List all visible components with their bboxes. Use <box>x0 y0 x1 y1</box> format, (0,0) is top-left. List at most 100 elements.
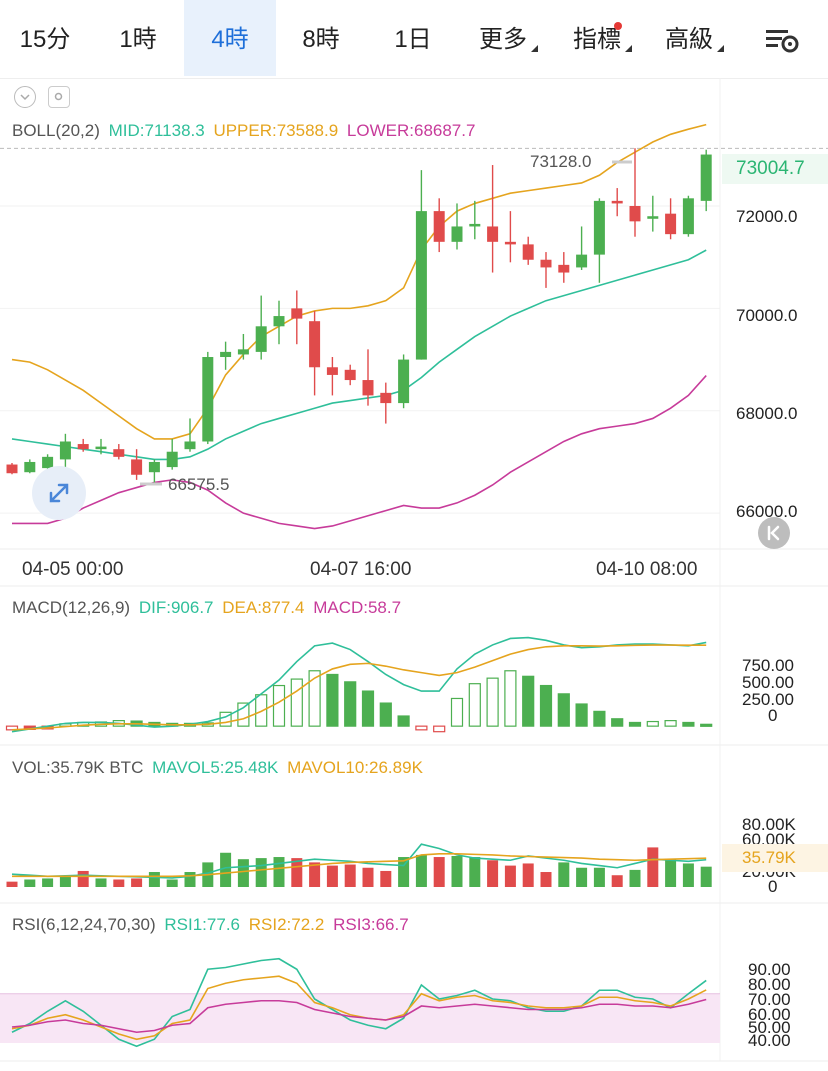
rsi2-line <box>11 975 707 1041</box>
boll-mid: MID:71138.3 <box>108 121 205 140</box>
candle-body <box>309 321 321 368</box>
candle-body <box>540 259 552 268</box>
rsi-y-tick: 70.00 <box>748 990 791 1009</box>
macd-dif: DIF:906.7 <box>138 598 214 617</box>
tab-label: 更多 <box>479 26 527 53</box>
macd-hist-bar <box>237 702 250 727</box>
macd-hist-bar <box>539 684 553 727</box>
candle-body <box>433 211 445 242</box>
candle-body <box>522 244 534 260</box>
scroll-to-latest-button[interactable] <box>758 517 790 549</box>
dropdown-triangle-icon <box>531 45 538 52</box>
candle-body <box>611 200 623 204</box>
macd-hist-bar <box>646 720 659 727</box>
macd-hist-bar <box>326 673 339 727</box>
fullscreen-button[interactable] <box>32 466 86 520</box>
tab-label: 高級 <box>665 26 713 53</box>
candle-body <box>576 254 588 268</box>
volume-bar <box>522 863 534 887</box>
x-tick-label: 04-07 16:00 <box>310 559 412 580</box>
volume-bar <box>629 869 641 887</box>
vol-name: VOL:35.79K BTC <box>12 758 144 777</box>
macd-hist-bar <box>557 693 570 727</box>
y-tick-label: 66000.0 <box>736 502 798 521</box>
volume-bar <box>362 867 374 887</box>
volume-bar <box>647 847 659 887</box>
rsi2-value: RSI2:72.2 <box>248 915 325 934</box>
volume-bar <box>326 865 338 887</box>
y-tick-label: 70000.0 <box>736 306 798 325</box>
volume-bar <box>291 858 303 887</box>
volume-bar <box>487 860 499 887</box>
macd-hist-bar <box>575 703 588 727</box>
volume-bar <box>611 875 623 887</box>
candle-body <box>415 211 427 360</box>
tab-label: 8時 <box>302 26 340 53</box>
y-tick-label: 72000.0 <box>736 207 798 226</box>
candle-body <box>682 198 694 235</box>
volume-bar <box>576 867 588 887</box>
tab-label: 指標 <box>573 26 621 53</box>
volume-bar <box>451 855 463 887</box>
volume-bar <box>682 863 694 887</box>
macd-hist-bar <box>486 677 499 727</box>
candle-body <box>42 456 54 469</box>
boll-upper-line <box>11 123 707 440</box>
candle-body <box>326 367 338 375</box>
macd-hist-bar <box>272 684 286 727</box>
current-price-tag: 73004.7 <box>722 154 828 184</box>
mavol10-line <box>12 853 707 878</box>
macd-hist-bar <box>611 718 624 727</box>
candle-body <box>398 359 410 404</box>
macd-value: MACD:58.7 <box>313 598 402 617</box>
boll-upper: UPPER:73588.9 <box>213 121 339 140</box>
candle-body <box>184 441 196 450</box>
volume-bar <box>433 857 445 887</box>
chart-settings-button[interactable] <box>760 20 804 60</box>
tab-4h[interactable]: 4時 <box>184 0 276 76</box>
candle-body <box>220 351 232 358</box>
tab-more[interactable]: 更多 <box>462 0 544 76</box>
boll-mid-line <box>11 249 707 461</box>
candle-body <box>469 223 481 227</box>
boll-lower: LOWER:68687.7 <box>346 121 476 140</box>
indicator-settings-icon[interactable] <box>48 86 70 108</box>
x-tick-label: 04-10 08:00 <box>596 559 698 580</box>
macd-hist-bar <box>450 697 464 727</box>
double-chevron-left-icon <box>767 525 780 541</box>
candle-body <box>665 213 677 235</box>
macd-hist-bar <box>344 681 357 727</box>
rsi3-value: RSI3:66.7 <box>333 915 409 934</box>
collapse-icon[interactable] <box>14 86 36 108</box>
volume-bar <box>24 879 36 887</box>
tab-label: 15分 <box>19 26 71 53</box>
tab-15m[interactable]: 15分 <box>0 0 90 76</box>
volume-bar <box>665 859 677 887</box>
macd-hist-bar <box>468 683 481 727</box>
rsi-y-tick: 40.00 <box>748 1031 791 1050</box>
tab-indicators[interactable]: 指標 <box>556 0 638 76</box>
volume-bar <box>415 854 427 887</box>
volume-bar <box>309 862 321 887</box>
macd-y-tick: 500.00 <box>742 673 794 692</box>
tab-advanced[interactable]: 高級 <box>648 0 730 76</box>
tab-1d[interactable]: 1日 <box>368 0 458 76</box>
candle-body <box>59 441 71 460</box>
macd-hist-bar <box>255 694 268 727</box>
macd-hist-bar <box>504 670 517 727</box>
tab-label: 1時 <box>119 26 157 53</box>
chart-settings-icon <box>766 30 799 53</box>
vol-mavol10: MAVOL10:26.89K <box>287 758 423 777</box>
tab-8h[interactable]: 8時 <box>276 0 366 76</box>
macd-hist-bar <box>593 710 606 727</box>
candle-body <box>344 369 356 381</box>
candle-body <box>6 464 18 474</box>
tab-1h[interactable]: 1時 <box>92 0 184 76</box>
candle-body <box>255 326 267 352</box>
candle-body <box>487 226 499 242</box>
macd-hist-bar <box>219 711 232 727</box>
volume-bar <box>380 870 392 887</box>
macd-dea-line <box>11 644 707 731</box>
candle-body <box>148 461 160 473</box>
